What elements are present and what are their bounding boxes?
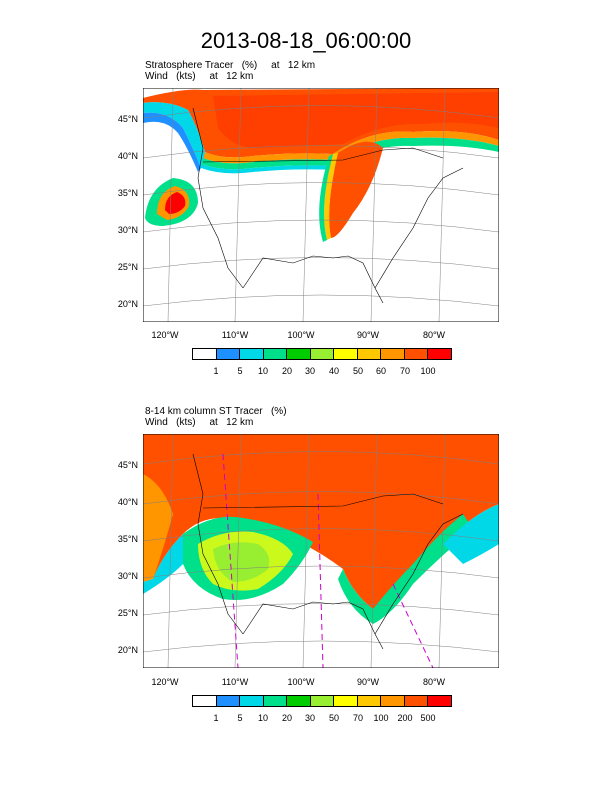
panel2-colorbar-label: 20 — [281, 713, 292, 723]
panel1-colorbar-label: 30 — [304, 366, 315, 376]
colorbar-swatch — [216, 349, 241, 359]
panel2-colorbar-label: 1 — [213, 713, 219, 723]
colorbar-swatch — [334, 696, 358, 706]
colorbar-swatch — [334, 349, 358, 359]
panel2-lon-label: 110°W — [221, 677, 249, 687]
panel2-subtitle-line1: 8-14 km column ST Tracer (%) — [145, 406, 287, 417]
panel1-lon-label: 100°W — [287, 330, 315, 340]
panel2-map-svg — [143, 434, 499, 668]
colorbar-swatch — [263, 349, 288, 359]
colorbar-swatch — [381, 349, 405, 359]
panel2-colorbar — [192, 695, 452, 707]
colorbar-swatch — [404, 696, 429, 706]
colorbar-swatch — [287, 349, 311, 359]
panel1-map-svg — [143, 88, 499, 322]
panel2-colorbar-label: 10 — [257, 713, 268, 723]
panel1-lon-label: 90°W — [356, 330, 380, 340]
panel2-colorbar-label: 5 — [237, 713, 243, 723]
panel1-colorbar-label: 100 — [420, 366, 436, 376]
panel1-colorbar-label: 50 — [352, 366, 363, 376]
panel1-lat-label: 40°N — [117, 151, 138, 161]
colorbar-swatch — [428, 349, 452, 359]
colorbar-swatch — [240, 696, 264, 706]
panel1-lat-label: 25°N — [117, 262, 138, 272]
panel1-colorbar-label: 1 — [213, 366, 219, 376]
panel2-map — [143, 434, 499, 668]
colorbar-swatch — [357, 696, 382, 706]
panel1-lat-label: 30°N — [117, 225, 138, 235]
panel1-lon-label: 110°W — [221, 330, 249, 340]
panel1-colorbar-label: 5 — [237, 366, 243, 376]
panel1-colorbar-label: 10 — [257, 366, 268, 376]
panel1-colorbar-label: 60 — [375, 366, 386, 376]
colorbar-swatch — [193, 696, 217, 706]
panel2-colorbar-label: 100 — [373, 713, 389, 723]
panel2-lat-label: 40°N — [117, 497, 138, 507]
panel2-lon-label: 80°W — [422, 677, 446, 687]
panel1-lat-label: 20°N — [117, 299, 138, 309]
panel2-colorbar-label: 70 — [352, 713, 363, 723]
panel1-lon-label: 80°W — [422, 330, 446, 340]
panel2-colorbar-label: 30 — [304, 713, 315, 723]
panel2-lon-label: 120°W — [151, 677, 179, 687]
panel2-colorbar-label: 200 — [397, 713, 413, 723]
panel2-lon-label: 90°W — [356, 677, 380, 687]
panel2-lat-label: 45°N — [117, 460, 138, 470]
panel1-lon-label: 120°W — [151, 330, 179, 340]
colorbar-swatch — [381, 696, 405, 706]
colorbar-swatch — [193, 349, 217, 359]
colorbar-swatch — [428, 696, 452, 706]
panel1-lat-label: 45°N — [117, 114, 138, 124]
panel1-colorbar-label: 70 — [399, 366, 410, 376]
panel2-lat-label: 35°N — [117, 534, 138, 544]
panel1-colorbar-label: 40 — [328, 366, 339, 376]
panel2-subtitle-line2: Wind (kts) at 12 km — [145, 417, 254, 428]
colorbar-swatch — [310, 696, 335, 706]
colorbar-swatch — [287, 696, 311, 706]
colorbar-swatch — [240, 349, 264, 359]
colorbar-swatch — [357, 349, 382, 359]
panel1-colorbar — [192, 348, 452, 360]
panel1-colorbar-label: 20 — [281, 366, 292, 376]
panel2-lat-label: 30°N — [117, 571, 138, 581]
panel1-map — [143, 88, 499, 322]
panel1-subtitle-line1: Stratosphere Tracer (%) at 12 km — [145, 60, 316, 71]
colorbar-swatch — [263, 696, 288, 706]
colorbar-swatch — [310, 349, 335, 359]
panel2-lat-label: 25°N — [117, 608, 138, 618]
panel2-colorbar-label: 50 — [328, 713, 339, 723]
panel2-lon-label: 100°W — [287, 677, 315, 687]
panel1-subtitle-line2: Wind (kts) at 12 km — [145, 71, 254, 82]
panel2-colorbar-label: 500 — [420, 713, 436, 723]
plot-title: 2013-08-18_06:00:00 — [200, 28, 412, 53]
panel2-lat-label: 20°N — [117, 645, 138, 655]
panel1-lat-label: 35°N — [117, 188, 138, 198]
colorbar-swatch — [216, 696, 241, 706]
colorbar-swatch — [404, 349, 429, 359]
